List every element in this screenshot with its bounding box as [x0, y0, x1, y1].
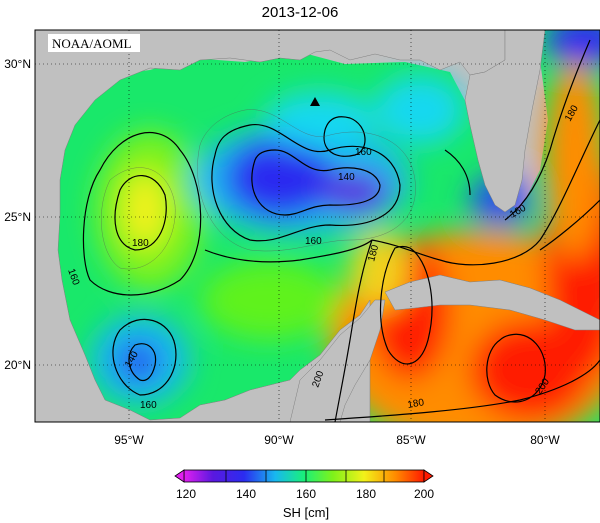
contour-label-2: 140	[338, 172, 355, 183]
colorbar-tick: 200	[414, 487, 434, 501]
colorbar-label: SH [cm]	[283, 505, 329, 520]
cuba	[384, 274, 600, 331]
land	[35, 30, 600, 422]
contour-label-3: 180	[132, 238, 149, 249]
colorbar-tick: 120	[176, 487, 196, 501]
x-tick-label: 80°W	[530, 433, 560, 447]
contour-label-6: 160	[140, 400, 157, 411]
contour-label-7: 180	[366, 243, 381, 262]
y-tick-label: 30°N	[4, 57, 31, 71]
x-tick-label: 95°W	[114, 433, 144, 447]
colorbar-tick: 180	[356, 487, 376, 501]
plot-frame	[34, 29, 600, 423]
minor-contours	[101, 109, 416, 270]
y-tick-label: 25°N	[4, 210, 31, 224]
credit-box	[48, 34, 140, 52]
x-tick-label: 90°W	[264, 433, 294, 447]
colorbar-max-arrow-icon	[423, 469, 434, 483]
florida-peninsula	[464, 30, 546, 213]
buoy-marker-icon	[310, 97, 320, 106]
us-gulf-coast	[35, 30, 506, 422]
colorbar-min-arrow-icon	[174, 469, 185, 483]
graticule	[35, 30, 600, 422]
y-tick-label: 20°N	[4, 358, 31, 372]
contour-label-8: 160	[305, 236, 322, 247]
colorbar: 120 140 160 180 200 SH [cm]	[174, 469, 434, 520]
yucatan-peninsula	[289, 299, 386, 422]
credit-label: NOAA/AOML	[52, 36, 132, 51]
contour-label-1: 160	[355, 147, 372, 158]
colorbar-tick: 160	[296, 487, 316, 501]
contour-label-13: 180	[407, 397, 426, 411]
plot-area: 160 140 180 160 140 160 180 160 180 160 …	[35, 30, 600, 422]
contour-lines	[82, 39, 600, 422]
colorbar-tick: 140	[236, 487, 256, 501]
x-tick-label: 85°W	[396, 433, 426, 447]
map-title: 2013-12-06	[262, 4, 339, 21]
axes-labels: 95°W 90°W 85°W 80°W 30°N 25°N 20°N	[4, 57, 560, 447]
